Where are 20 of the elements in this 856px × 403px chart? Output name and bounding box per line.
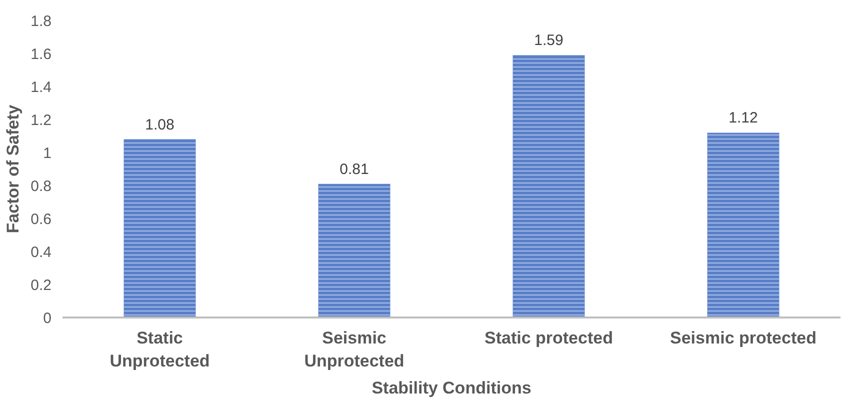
y-tick-label: 1.4 xyxy=(30,79,52,96)
y-tick-label: 1.2 xyxy=(30,112,52,129)
y-axis-title: Factor of Safety xyxy=(4,104,23,234)
data-label: 1.08 xyxy=(145,116,174,134)
y-tick-label: 0.8 xyxy=(30,178,52,195)
data-label: 1.59 xyxy=(534,32,564,50)
x-tick-label: Static Unprotected xyxy=(110,328,210,370)
data-label: 1.12 xyxy=(728,110,758,127)
x-tick-label: Seismic Unprotected xyxy=(304,328,404,370)
y-tick-label: 0.2 xyxy=(30,277,52,294)
x-tick-label: Seismic protected xyxy=(670,328,816,348)
y-tick-label: 1.8 xyxy=(30,13,52,30)
y-tick-label: 0.4 xyxy=(30,244,52,261)
x-axis-title: Stability Conditions xyxy=(372,378,532,398)
y-tick-label: 0 xyxy=(43,310,52,327)
x-tick-label: Static protected xyxy=(484,328,613,348)
y-tick-label: 0.6 xyxy=(30,211,52,228)
y-tick-label: 1 xyxy=(43,145,52,162)
y-tick-label: 1.6 xyxy=(30,46,52,63)
data-label: 0.81 xyxy=(340,160,369,178)
